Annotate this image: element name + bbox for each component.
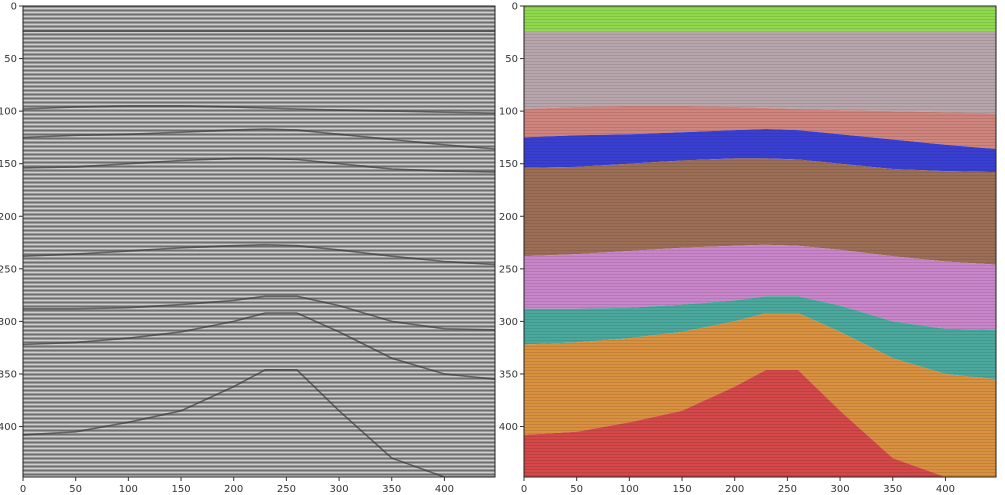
seismic-reflector [23, 312, 495, 380]
seismic-y-tick-label: 50 [4, 54, 17, 65]
seismic-frame [22, 5, 496, 478]
facies-x-tick-label: 0 [521, 484, 527, 495]
seismic-y-tick-label: 100 [0, 107, 17, 118]
seismic-x-tick-label: 0 [20, 484, 26, 495]
facies-y-tick-label: 0 [512, 2, 518, 13]
seismic-reflector [23, 243, 495, 266]
seismic-y-tick-label: 250 [0, 264, 17, 275]
facies-y-tick-label: 150 [499, 159, 518, 170]
seismic-x-tick-label: 350 [382, 484, 401, 495]
seismic-y-tick-label: 350 [0, 369, 17, 380]
facies-x-tick-label: 350 [883, 484, 902, 495]
seismic-panel: 0 50 100 150 200 250 300 350 400 0 50 100 150 200 250… [0, 2, 496, 495]
seismic-x-tick-label: 50 [69, 484, 82, 495]
seismic-x-tick-label: 100 [119, 484, 138, 495]
facies-y-tick-label: 400 [499, 422, 518, 433]
seismic-y-tick-label: 150 [0, 159, 17, 170]
facies-x-tick-label: 300 [831, 484, 850, 495]
facies-y-tick-label: 300 [499, 317, 518, 328]
facies-x-tick-label: 50 [570, 484, 583, 495]
facies-image [524, 6, 996, 477]
seismic-image [23, 6, 495, 477]
facies-panel: 0 50 100 150 200 250 300 350 400 0 50 100 150 200 250… [499, 2, 997, 495]
facies-y-tick-label: 50 [505, 54, 518, 65]
facies-frame [523, 5, 997, 478]
facies-y-tick-label: 200 [499, 212, 518, 223]
seismic-reflector [23, 105, 495, 114]
seismic-x-axis: 0 50 100 150 200 250 300 350 400 [20, 477, 454, 495]
facies-y-tick-label: 250 [499, 264, 518, 275]
seismic-x-tick-label: 250 [277, 484, 296, 495]
seismic-y-tick-label: 200 [0, 212, 17, 223]
facies-x-tick-label: 400 [936, 484, 955, 495]
facies-x-tick-label: 200 [725, 484, 744, 495]
seismic-reflector [23, 369, 495, 477]
facies-x-tick-label: 250 [778, 484, 797, 495]
seismic-y-tick-label: 300 [0, 317, 17, 328]
seismic-y-tick-label: 400 [0, 422, 17, 433]
seismic-x-tick-label: 300 [330, 484, 349, 495]
seismic-x-tick-label: 400 [435, 484, 454, 495]
facies-y-tick-label: 350 [499, 369, 518, 380]
facies-x-tick-label: 150 [672, 484, 691, 495]
seismic-x-tick-label: 200 [224, 484, 243, 495]
facies-y-tick-label: 100 [499, 107, 518, 118]
seismic-reflector [23, 157, 495, 173]
facies-x-axis: 0 50 100 150 200 250 300 350 400 [521, 477, 955, 495]
seismic-y-axis: 0 50 100 150 200 250 300 350 400 [0, 2, 23, 433]
seismic-y-tick-label: 0 [11, 2, 17, 13]
facies-x-tick-label: 100 [620, 484, 639, 495]
seismic-reflector [23, 295, 495, 331]
seismic-reflector [23, 128, 495, 150]
seismic-x-tick-label: 150 [171, 484, 190, 495]
facies-y-axis: 0 50 100 150 200 250 300 350 400 [499, 2, 524, 433]
